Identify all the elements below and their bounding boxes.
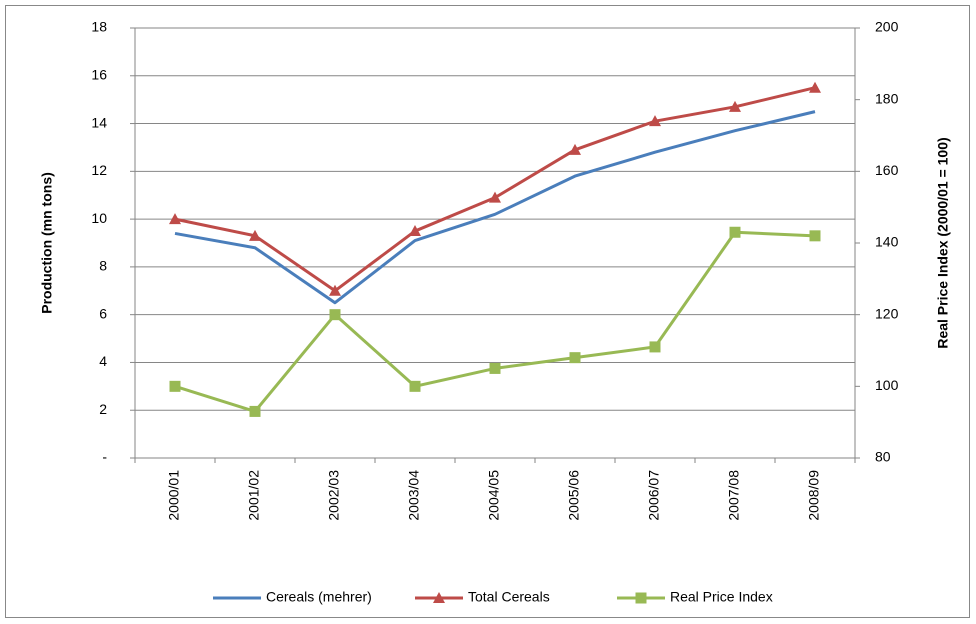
marker	[729, 226, 741, 238]
x-tick-label: 2006/07	[646, 470, 662, 521]
marker	[433, 592, 445, 603]
y2-tick-label: 100	[875, 377, 899, 393]
marker	[169, 380, 181, 392]
marker	[489, 362, 501, 374]
y-tick-label: -	[102, 449, 107, 465]
y-tick-label: 2	[99, 401, 107, 417]
y-axis-title: Production (mn tons)	[39, 172, 55, 314]
x-tick-label: 2005/06	[566, 470, 582, 521]
y-tick-label: 14	[91, 114, 107, 130]
y2-tick-label: 140	[875, 234, 899, 250]
x-tick-label: 2007/08	[726, 470, 742, 521]
y2-tick-label: 200	[875, 19, 899, 35]
marker	[249, 229, 261, 241]
marker	[569, 143, 581, 155]
series-line	[174, 110, 816, 305]
marker	[409, 380, 421, 392]
x-tick-label: 2003/04	[406, 470, 422, 521]
marker	[329, 309, 341, 321]
marker	[329, 284, 341, 296]
marker	[169, 213, 181, 225]
chart-border	[5, 5, 970, 618]
y2-tick-label: 80	[875, 449, 891, 465]
legend-label: Cereals (mehrer)	[266, 589, 372, 605]
y2-tick-label: 160	[875, 162, 899, 178]
x-tick-label: 2000/01	[166, 470, 182, 521]
y-tick-label: 12	[91, 162, 107, 178]
marker	[569, 352, 581, 364]
y-tick-label: 6	[99, 305, 107, 321]
y-tick-label: 8	[99, 258, 107, 274]
marker	[249, 405, 261, 417]
x-tick-label: 2002/03	[326, 470, 342, 521]
x-tick-label: 2001/02	[246, 470, 262, 521]
marker	[649, 341, 661, 353]
y2-axis-title: Real Price Index (2000/01 = 100)	[935, 137, 951, 348]
x-tick-label: 2004/05	[486, 470, 502, 521]
y-tick-label: 16	[91, 66, 107, 82]
marker	[409, 225, 421, 237]
y-tick-label: 10	[91, 210, 107, 226]
y2-tick-label: 180	[875, 90, 899, 106]
marker	[649, 115, 661, 127]
marker	[489, 191, 501, 203]
legend-label: Total Cereals	[468, 589, 550, 605]
marker	[809, 81, 821, 93]
marker	[809, 230, 821, 242]
legend-label: Real Price Index	[670, 589, 773, 605]
y2-tick-label: 120	[875, 305, 899, 321]
marker	[729, 100, 741, 112]
y-tick-label: 4	[99, 353, 107, 369]
y-tick-label: 18	[91, 19, 107, 35]
x-tick-label: 2008/09	[806, 470, 822, 521]
marker	[635, 592, 647, 604]
